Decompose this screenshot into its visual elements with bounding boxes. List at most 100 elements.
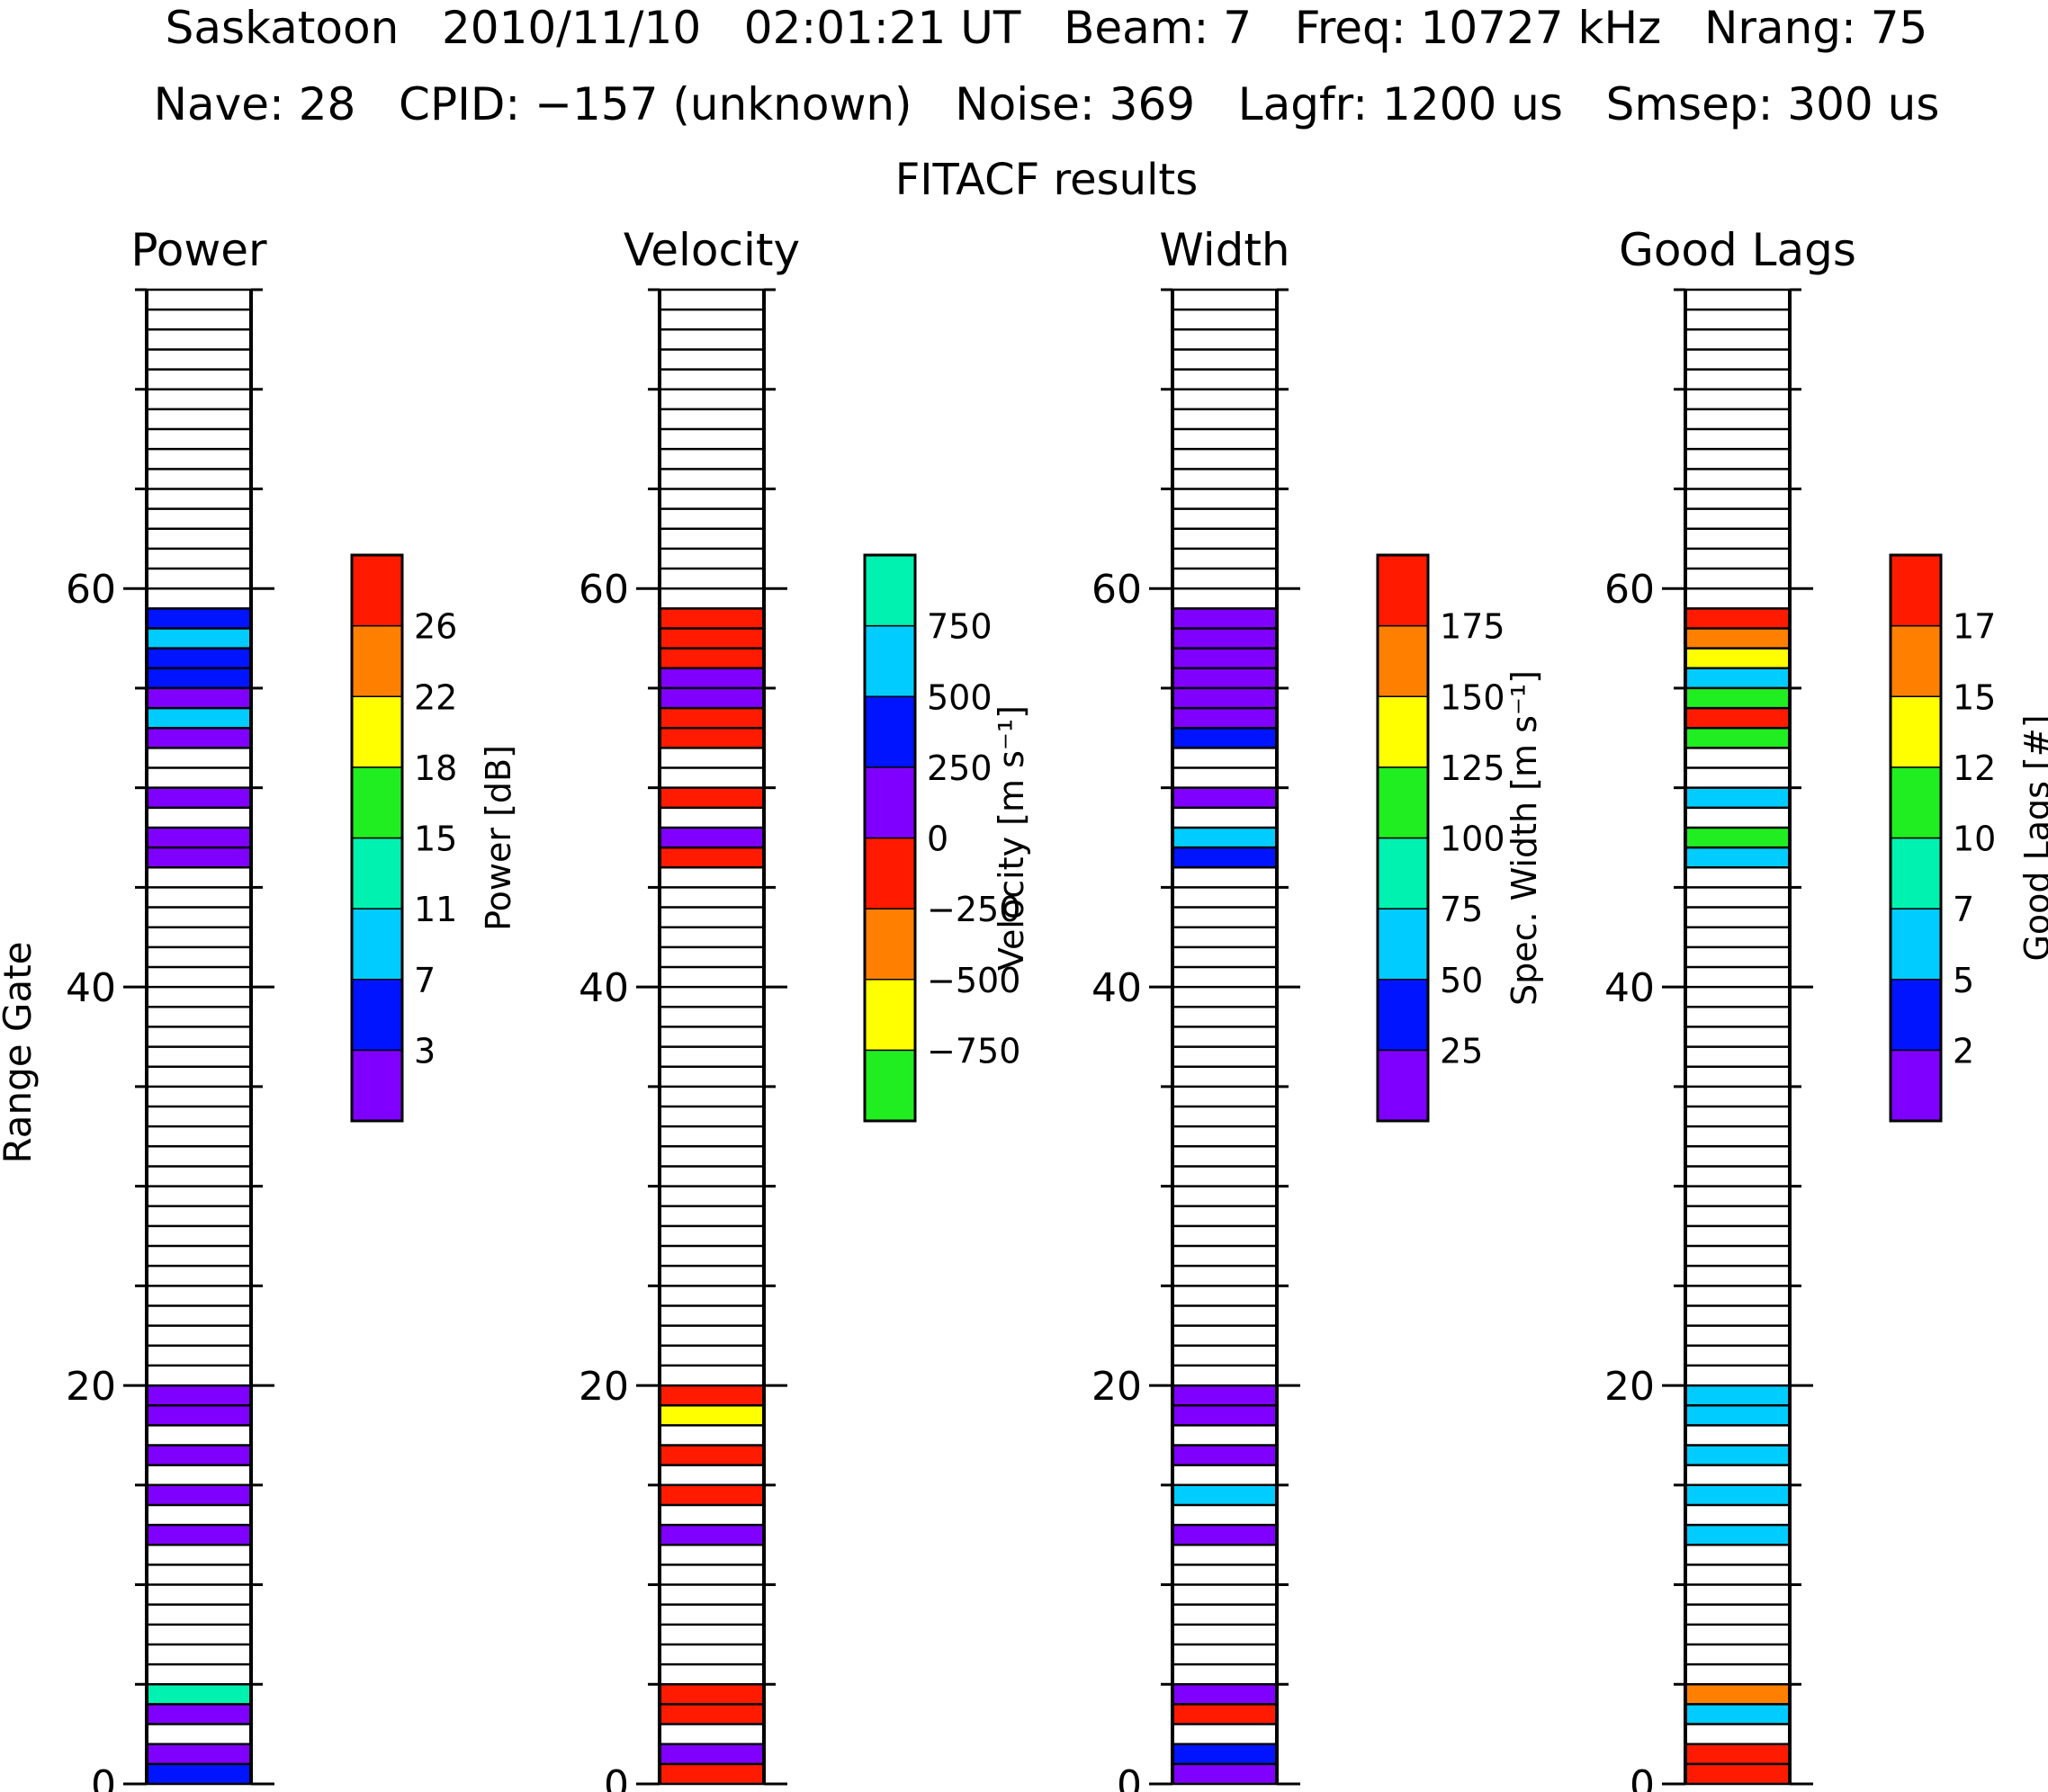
range-gate-cell xyxy=(1685,827,1790,848)
empty-gate-cell xyxy=(147,508,251,529)
colorbar-swatch xyxy=(864,624,916,697)
empty-gate-cell xyxy=(1172,1465,1277,1485)
y-tick-label: 60 xyxy=(66,567,116,613)
range-gate-cell xyxy=(147,1385,251,1406)
range-gate-cell xyxy=(660,648,764,668)
empty-gate-cell xyxy=(660,290,764,310)
header-line-1: Saskatoon 2010/11/10 02:01:21 UT Beam: 7… xyxy=(166,2,1928,54)
range-gate-cell xyxy=(147,608,251,629)
colorbar-swatch xyxy=(1377,837,1429,909)
empty-gate-cell xyxy=(1685,1046,1790,1067)
colorbar-swatch xyxy=(1890,837,1942,909)
range-gate-cell xyxy=(1172,628,1277,649)
empty-gate-cell xyxy=(1172,369,1277,390)
range-gate-cell xyxy=(147,628,251,649)
range-gate-cell xyxy=(1172,1763,1277,1784)
empty-gate-cell xyxy=(660,1026,764,1047)
range-gate-cell xyxy=(660,847,764,868)
colorbar-tick-label: 150 xyxy=(1440,677,1505,717)
colorbar-swatch xyxy=(1890,979,1942,1052)
empty-gate-cell xyxy=(147,449,251,470)
empty-gate-cell xyxy=(1685,1286,1790,1306)
empty-gate-cell xyxy=(1172,569,1277,589)
empty-gate-cell xyxy=(1172,927,1277,947)
colorbar-swatch xyxy=(1377,695,1429,768)
empty-gate-cell xyxy=(1172,349,1277,370)
empty-gate-cell xyxy=(660,1186,764,1206)
empty-gate-cell xyxy=(1685,1465,1790,1485)
range-gate-cell xyxy=(147,1405,251,1426)
y-tick-label: 0 xyxy=(1117,1762,1142,1792)
empty-gate-cell xyxy=(1172,469,1277,489)
empty-gate-cell xyxy=(1172,588,1277,609)
empty-gate-cell xyxy=(1172,1007,1277,1027)
empty-gate-cell xyxy=(660,1146,764,1167)
panel-title-width: Width xyxy=(1159,224,1289,276)
empty-gate-cell xyxy=(1172,1246,1277,1267)
colorbar-swatch xyxy=(351,1049,403,1122)
colorbar-tick-label: 175 xyxy=(1440,607,1505,647)
empty-gate-cell xyxy=(1685,1664,1790,1685)
empty-gate-cell xyxy=(1172,1046,1277,1067)
colorbar-swatch xyxy=(1890,554,1942,627)
y-tick-label: 40 xyxy=(1091,965,1142,1011)
empty-gate-cell xyxy=(147,1425,251,1446)
empty-gate-cell xyxy=(660,1425,764,1446)
empty-gate-cell xyxy=(147,1225,251,1247)
range-gate-cell xyxy=(1172,1405,1277,1426)
empty-gate-cell xyxy=(147,1166,251,1187)
range-gate-cell xyxy=(1172,827,1277,848)
empty-gate-cell xyxy=(660,309,764,330)
empty-gate-cell xyxy=(660,1584,764,1605)
range-gate-cell xyxy=(660,1405,764,1426)
empty-gate-cell xyxy=(147,389,251,409)
colorbar-tick-label: 3 xyxy=(414,1031,436,1071)
empty-gate-cell xyxy=(1172,966,1277,988)
empty-gate-cell xyxy=(1685,748,1790,768)
colorbar-tick-label: 17 xyxy=(1953,607,1996,647)
empty-gate-cell xyxy=(147,290,251,310)
colorbar-tick-label: 750 xyxy=(927,607,993,647)
empty-gate-cell xyxy=(147,907,251,927)
range-gate-cell xyxy=(660,1525,764,1546)
empty-gate-cell xyxy=(1685,1564,1790,1585)
range-gate-cell xyxy=(1172,1525,1277,1546)
colorbar-swatch xyxy=(864,766,916,839)
colorbar-swatch xyxy=(351,695,403,768)
empty-gate-cell xyxy=(147,548,251,569)
empty-gate-cell xyxy=(1172,1225,1277,1247)
empty-gate-cell xyxy=(660,508,764,529)
colorbar-swatch xyxy=(864,1049,916,1122)
empty-gate-cell xyxy=(1172,449,1277,470)
range-gate-cell xyxy=(147,1704,251,1725)
range-gate-cell xyxy=(660,668,764,688)
panel-title-velocity: Velocity xyxy=(624,224,800,276)
empty-gate-cell xyxy=(660,767,764,788)
empty-gate-cell xyxy=(1685,1246,1790,1267)
colorbar-label: Velocity [m s⁻¹] xyxy=(992,705,1031,971)
range-gate-cell xyxy=(660,1704,764,1725)
colorbar-swatch xyxy=(351,766,403,839)
empty-gate-cell xyxy=(1685,867,1790,888)
range-gate-cell xyxy=(660,1484,764,1505)
range-gate-cell xyxy=(1685,1763,1790,1784)
empty-gate-cell xyxy=(660,1126,764,1147)
empty-gate-cell xyxy=(1685,1107,1790,1127)
range-gate-cell xyxy=(660,1763,764,1784)
range-gate-cell xyxy=(147,847,251,868)
empty-gate-cell xyxy=(660,1225,764,1247)
empty-gate-cell xyxy=(147,528,251,549)
empty-gate-cell xyxy=(660,946,764,967)
empty-gate-cell xyxy=(147,1186,251,1206)
y-tick-label: 40 xyxy=(1604,965,1655,1011)
empty-gate-cell xyxy=(660,1465,764,1485)
range-gate-cell xyxy=(1685,668,1790,688)
colorbar-tick-label: 2 xyxy=(1953,1031,1974,1071)
empty-gate-cell xyxy=(660,1305,764,1326)
empty-gate-cell xyxy=(660,987,764,1008)
colorbar-swatch xyxy=(864,908,916,981)
colorbar-swatch xyxy=(864,554,916,627)
empty-gate-cell xyxy=(660,1345,764,1366)
range-gate-cell xyxy=(660,827,764,848)
